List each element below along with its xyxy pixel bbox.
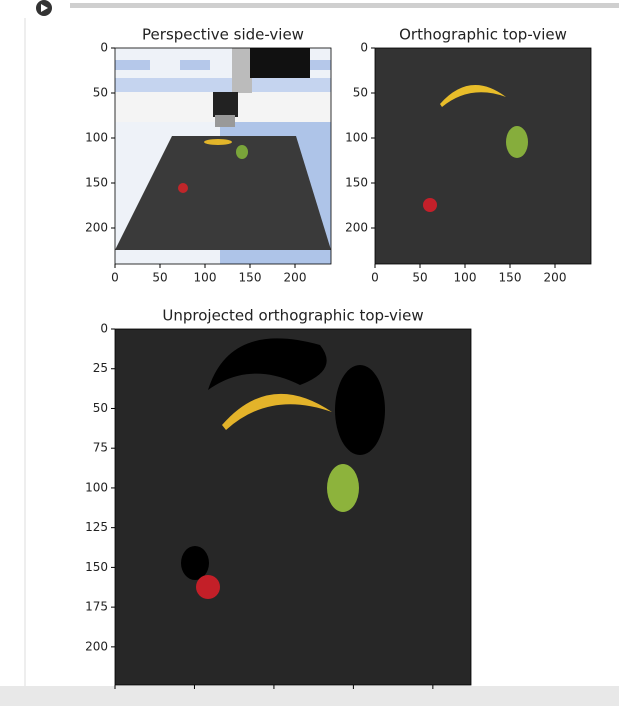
y-tick-label: 200: [345, 221, 368, 235]
x-tick-label: 200: [284, 271, 307, 285]
y-tick-label: 50: [353, 86, 368, 100]
y-tick-label: 0: [360, 41, 368, 55]
bottom-bar: [0, 686, 619, 706]
x-tick-label: 100: [194, 271, 217, 285]
x-tick-label: 50: [412, 271, 427, 285]
y-tick-label: 0: [100, 322, 108, 336]
y-tick-label: 200: [85, 221, 108, 235]
x-tick-label: 200: [544, 271, 567, 285]
image-perspective: [115, 48, 331, 264]
y-tick-label: 175: [85, 600, 108, 614]
x-tick-label: 150: [499, 271, 522, 285]
y-tick-label: 100: [85, 131, 108, 145]
y-tick-label: 25: [93, 361, 108, 375]
x-tick-label: 0: [111, 271, 119, 285]
axes-title: Perspective side-view: [142, 26, 304, 44]
y-tick-label: 125: [85, 520, 108, 534]
x-tick-label: 150: [239, 271, 262, 285]
y-tick-label: 100: [85, 480, 108, 494]
y-tick-label: 75: [93, 441, 108, 455]
y-tick-label: 100: [345, 131, 368, 145]
image-unprojected: [115, 329, 471, 685]
y-tick-label: 150: [85, 176, 108, 190]
x-tick-label: 100: [454, 271, 477, 285]
x-tick-label: 0: [371, 271, 379, 285]
y-tick-label: 0: [100, 41, 108, 55]
y-tick-label: 200: [85, 639, 108, 653]
y-tick-label: 150: [85, 560, 108, 574]
cell-top-bar: [70, 3, 619, 8]
y-tick-label: 50: [93, 401, 108, 415]
x-tick-label: 50: [152, 271, 167, 285]
axes-title: Orthographic top-view: [399, 26, 567, 44]
y-tick-label: 50: [93, 86, 108, 100]
image-top-view: [375, 48, 591, 264]
axes-title: Unprojected orthographic top-view: [162, 307, 423, 325]
y-tick-label: 150: [345, 176, 368, 190]
notebook-output: Perspective side-view 0 50 100 150 200 0 50 100 1…: [0, 0, 619, 706]
